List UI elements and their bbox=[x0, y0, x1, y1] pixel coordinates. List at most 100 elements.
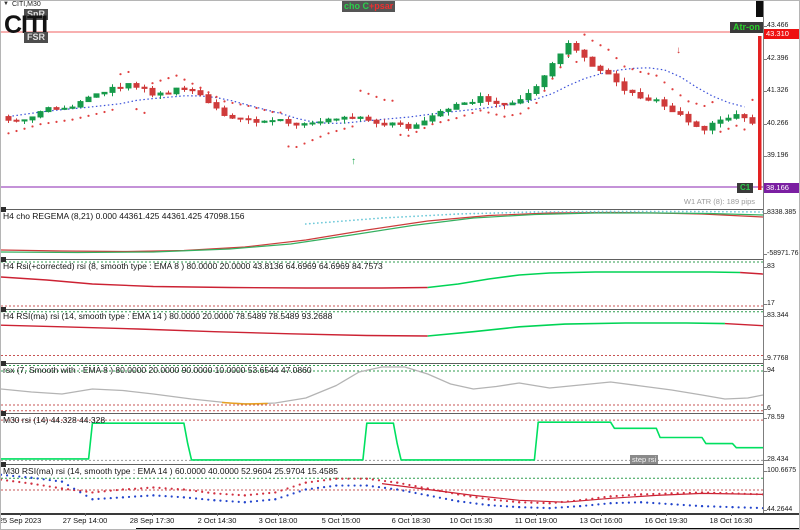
price-axis-line bbox=[763, 1, 764, 513]
axis-tickmark bbox=[763, 59, 767, 60]
panel-separator[interactable] bbox=[1, 259, 763, 260]
time-tick-label: 3 Oct 18:00 bbox=[258, 516, 298, 525]
time-tick-label: 13 Oct 16:00 bbox=[579, 516, 623, 525]
time-tick-label: 16 Oct 19:30 bbox=[644, 516, 688, 525]
axis-tick-label: 8338.385 bbox=[767, 209, 797, 216]
time-tick-label: 28 Sep 17:30 bbox=[129, 516, 175, 525]
panel-separator[interactable] bbox=[1, 209, 763, 210]
axis-tickmark bbox=[763, 26, 767, 27]
axis-tick-label: -58971.76 bbox=[767, 250, 799, 257]
panel-separator[interactable] bbox=[1, 413, 763, 414]
time-tick-label: 18 Oct 16:30 bbox=[709, 516, 753, 525]
axis-tickmark bbox=[763, 267, 767, 268]
chevron-down-icon[interactable]: ▼ bbox=[3, 1, 9, 7]
panel-rsi-ma-h4-chart[interactable] bbox=[1, 309, 763, 363]
panel-m30-rsi-chart[interactable] bbox=[1, 413, 763, 464]
axis-tick-label: 94 bbox=[767, 367, 775, 374]
support-price-tag: 38.166 bbox=[764, 183, 799, 193]
panel-separator[interactable] bbox=[1, 363, 763, 364]
axis-tickmark bbox=[763, 409, 767, 410]
axis-tick-label: 42.396 bbox=[767, 55, 789, 62]
axis-tick-label: 83 bbox=[767, 263, 775, 270]
axis-tickmark bbox=[763, 316, 767, 317]
axis-tick-label: 17 bbox=[767, 300, 775, 307]
svg-text:↑: ↑ bbox=[351, 156, 356, 167]
svg-text:↓: ↓ bbox=[676, 45, 681, 56]
symbol-timeframe-label: CITI,M30 bbox=[12, 1, 41, 8]
indicator-label-rsx: rsx (7, Smooth with : EMA 8 ) 80.0000 20… bbox=[3, 365, 312, 375]
axis-tickmark bbox=[763, 304, 767, 305]
time-tick-label: 11 Oct 19:00 bbox=[514, 516, 558, 525]
time-tickmark bbox=[20, 513, 21, 516]
panel-grip[interactable] bbox=[1, 257, 6, 262]
axis-tickmark bbox=[763, 124, 767, 125]
panel-rsx-chart[interactable] bbox=[1, 363, 763, 413]
time-tickmark bbox=[411, 513, 412, 516]
panel-separator[interactable] bbox=[1, 464, 763, 465]
time-tick-label: 10 Oct 15:30 bbox=[449, 516, 493, 525]
bottom-bar bbox=[136, 528, 799, 529]
indicator-label-rsi-corrected: H4 Rsi(+corrected) rsi (8, smooth type :… bbox=[3, 261, 383, 271]
panel-m30-rsi-ma-chart[interactable] bbox=[1, 464, 763, 513]
axis-tickmark bbox=[763, 471, 767, 472]
panel-grip[interactable] bbox=[1, 307, 6, 312]
price-axis[interactable] bbox=[764, 1, 799, 513]
main-price-chart[interactable]: ↑↓ bbox=[1, 1, 763, 209]
atr-info-text: W1 ATR (8): 189 pips bbox=[683, 197, 755, 206]
time-tickmark bbox=[471, 513, 472, 516]
axis-tick-label: 43.466 bbox=[767, 22, 789, 29]
panel-regema-chart[interactable] bbox=[1, 209, 763, 259]
axis-tick-label: 6 bbox=[767, 405, 771, 412]
axis-tickmark bbox=[763, 254, 767, 255]
axis-tick-label: 41.326 bbox=[767, 87, 789, 94]
time-tickmark bbox=[85, 513, 86, 516]
time-tickmark bbox=[601, 513, 602, 516]
time-tickmark bbox=[152, 513, 153, 516]
fsr-indicator-badge[interactable]: FSR bbox=[24, 32, 48, 43]
panel-grip[interactable] bbox=[1, 361, 6, 366]
time-tickmark bbox=[341, 513, 342, 516]
indicator-label-m30-rsi-ma: M30 RSI(ma) rsi (14, smooth type : EMA 1… bbox=[3, 466, 339, 476]
time-tickmark bbox=[278, 513, 279, 516]
axis-tickmark bbox=[763, 359, 767, 360]
panel-grip[interactable] bbox=[1, 462, 6, 467]
time-tick-label: 25 Sep 2023 bbox=[0, 516, 42, 525]
snr-indicator-badge[interactable]: SnR bbox=[24, 9, 48, 20]
cho-label: cho C bbox=[344, 1, 370, 11]
psar-label: +psar bbox=[369, 1, 394, 11]
time-tick-label: 2 Oct 14:30 bbox=[197, 516, 237, 525]
panel-rsi-corrected-chart[interactable] bbox=[1, 259, 763, 309]
axis-tick-label: 39.196 bbox=[767, 152, 789, 159]
axis-tickmark bbox=[763, 418, 767, 419]
time-tick-label: 27 Sep 14:00 bbox=[62, 516, 108, 525]
time-tickmark bbox=[217, 513, 218, 516]
axis-tickmark bbox=[763, 510, 767, 511]
indicator-label-regema: H4 cho REGEMA (8,21) 0.000 44361.425 443… bbox=[3, 211, 245, 221]
axis-tick-label: 100.6675 bbox=[767, 467, 797, 474]
axis-tickmark bbox=[763, 91, 767, 92]
c1-support-badge: C1 bbox=[737, 183, 754, 193]
axis-tick-label: 78.59 bbox=[767, 414, 785, 421]
atr-on-badge[interactable]: Atr-on bbox=[730, 22, 763, 33]
time-tickmark bbox=[731, 513, 732, 516]
panel-grip[interactable] bbox=[1, 207, 6, 212]
axis-tickmark bbox=[763, 371, 767, 372]
panel-separator[interactable] bbox=[1, 309, 763, 310]
time-tick-label: 5 Oct 15:00 bbox=[321, 516, 361, 525]
current-price-tag: 43.310 bbox=[764, 29, 799, 39]
axis-tickmark bbox=[763, 213, 767, 214]
step-rsi-tooltip: step rsi bbox=[630, 455, 659, 464]
axis-tick-label: 9.7768 bbox=[767, 355, 789, 362]
indicator-label-m30-rsi: M30 rsi (14) 44.328 44.328 bbox=[3, 415, 106, 425]
cho-psar-indicator-badge[interactable]: cho C+psar bbox=[342, 1, 396, 12]
time-tickmark bbox=[666, 513, 667, 516]
axis-tick-label: 28.434 bbox=[767, 456, 789, 463]
axis-tick-label: 44.2644 bbox=[767, 506, 793, 513]
time-tickmark bbox=[536, 513, 537, 516]
time-tick-label: 6 Oct 18:30 bbox=[391, 516, 431, 525]
time-axis-separator bbox=[1, 513, 799, 515]
axis-tick-label: 40.266 bbox=[767, 120, 789, 127]
axis-tickmark bbox=[763, 460, 767, 461]
panel-grip[interactable] bbox=[1, 411, 6, 416]
